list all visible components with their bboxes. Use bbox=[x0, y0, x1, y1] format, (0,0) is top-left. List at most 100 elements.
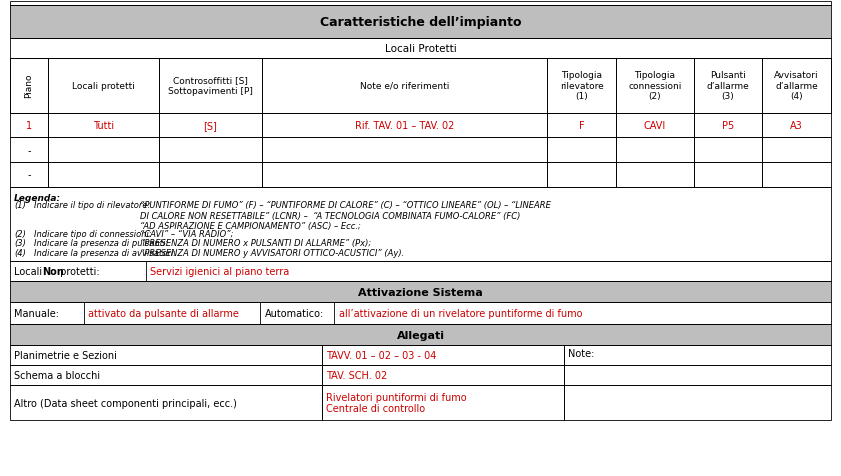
Text: Rif. TAV. 01 – TAV. 02: Rif. TAV. 01 – TAV. 02 bbox=[355, 121, 454, 130]
Bar bbox=[694, 59, 762, 113]
Text: protetti:: protetti: bbox=[57, 267, 100, 276]
Text: attivato da pulsante di allarme: attivato da pulsante di allarme bbox=[88, 308, 239, 318]
Bar bbox=[48, 113, 159, 138]
Text: “PUNTIFORME DI FUMO” (F) – “PUNTIFORME DI CALORE” (C) – “OTTICO LINEARE” (OL) – : “PUNTIFORME DI FUMO” (F) – “PUNTIFORME D… bbox=[140, 201, 552, 230]
Text: (3): (3) bbox=[14, 239, 26, 248]
Bar bbox=[616, 163, 694, 188]
Bar bbox=[10, 113, 48, 138]
Bar bbox=[762, 59, 831, 113]
Bar bbox=[762, 138, 831, 163]
Bar bbox=[10, 2, 831, 6]
Bar bbox=[10, 281, 831, 303]
Text: Locali: Locali bbox=[14, 267, 45, 276]
Bar bbox=[616, 59, 694, 113]
Text: Locali Protetti: Locali Protetti bbox=[384, 44, 457, 53]
Bar bbox=[262, 59, 547, 113]
Text: Tutti: Tutti bbox=[93, 121, 114, 130]
Bar bbox=[262, 163, 547, 188]
Bar bbox=[159, 113, 262, 138]
Bar bbox=[48, 59, 159, 113]
Bar bbox=[10, 386, 831, 420]
Bar bbox=[48, 163, 159, 188]
Text: Controsoffitti [S]
Sottopavimenti [P]: Controsoffitti [S] Sottopavimenti [P] bbox=[168, 76, 253, 96]
Bar bbox=[262, 113, 547, 138]
Text: Tipologia
rilevatore
(1): Tipologia rilevatore (1) bbox=[559, 71, 603, 101]
Text: Rivelatori puntiformi di fumo
Centrale di controllo: Rivelatori puntiformi di fumo Centrale d… bbox=[326, 392, 467, 414]
Text: Planimetrie e Sezioni: Planimetrie e Sezioni bbox=[14, 351, 117, 360]
Bar bbox=[10, 386, 831, 420]
Text: Note:: Note: bbox=[569, 348, 595, 358]
Bar bbox=[48, 138, 159, 163]
Text: Piano: Piano bbox=[24, 74, 34, 98]
Bar bbox=[159, 138, 262, 163]
Text: Indicare la presenza di pulsanti:: Indicare la presenza di pulsanti: bbox=[34, 239, 167, 248]
Bar bbox=[262, 138, 547, 163]
Bar bbox=[10, 59, 831, 113]
Bar bbox=[48, 59, 159, 113]
Text: Legenda:: Legenda: bbox=[14, 193, 61, 202]
Bar bbox=[10, 2, 831, 6]
Bar bbox=[10, 303, 831, 324]
Bar bbox=[694, 163, 762, 188]
Text: Automatico:: Automatico: bbox=[265, 308, 324, 318]
Bar bbox=[762, 113, 831, 138]
Bar bbox=[10, 59, 48, 113]
Bar bbox=[694, 138, 762, 163]
Text: Servizi igienici al piano terra: Servizi igienici al piano terra bbox=[150, 267, 289, 276]
Bar bbox=[159, 163, 262, 188]
Bar bbox=[159, 163, 262, 188]
Bar bbox=[48, 163, 159, 188]
Bar bbox=[10, 188, 831, 261]
Bar bbox=[547, 113, 616, 138]
Text: Allegati: Allegati bbox=[396, 330, 445, 340]
Bar bbox=[10, 346, 831, 366]
Bar bbox=[694, 59, 762, 113]
Bar bbox=[616, 138, 694, 163]
Bar bbox=[547, 163, 616, 188]
Text: (4): (4) bbox=[14, 248, 26, 258]
Text: Non: Non bbox=[42, 267, 64, 276]
Bar bbox=[10, 261, 831, 281]
Bar bbox=[10, 138, 48, 163]
Bar bbox=[10, 366, 831, 386]
Bar bbox=[694, 138, 762, 163]
Bar bbox=[547, 59, 616, 113]
Bar bbox=[10, 188, 831, 261]
Bar bbox=[616, 163, 694, 188]
Bar bbox=[48, 113, 159, 138]
Bar bbox=[762, 163, 831, 188]
Bar bbox=[10, 138, 48, 163]
Bar bbox=[762, 113, 831, 138]
Text: -: - bbox=[27, 146, 30, 155]
Bar bbox=[10, 39, 831, 59]
Bar bbox=[10, 324, 831, 346]
Text: A3: A3 bbox=[791, 121, 803, 130]
Bar bbox=[547, 138, 616, 163]
Bar bbox=[547, 163, 616, 188]
Bar bbox=[159, 138, 262, 163]
Bar bbox=[10, 303, 831, 324]
Bar bbox=[694, 113, 762, 138]
Bar bbox=[159, 59, 262, 113]
Text: (2): (2) bbox=[14, 229, 26, 238]
Text: TAVV. 01 – 02 – 03 - 04: TAVV. 01 – 02 – 03 - 04 bbox=[326, 351, 436, 360]
Bar bbox=[10, 261, 831, 281]
Text: Locali protetti: Locali protetti bbox=[71, 81, 135, 90]
Text: Note e/o riferimenti: Note e/o riferimenti bbox=[360, 81, 449, 90]
Bar bbox=[547, 138, 616, 163]
Text: P5: P5 bbox=[722, 121, 734, 130]
Bar bbox=[10, 163, 48, 188]
Text: Tipologia
connessioni
(2): Tipologia connessioni (2) bbox=[628, 71, 681, 101]
Bar bbox=[10, 59, 48, 113]
Bar bbox=[616, 138, 694, 163]
Bar bbox=[159, 59, 262, 113]
Text: TAV. SCH. 02: TAV. SCH. 02 bbox=[326, 371, 388, 380]
Bar bbox=[762, 163, 831, 188]
Bar bbox=[616, 113, 694, 138]
Bar bbox=[547, 59, 616, 113]
Text: Altro (Data sheet componenti principali, ecc.): Altro (Data sheet componenti principali,… bbox=[14, 398, 237, 407]
Bar bbox=[10, 366, 831, 386]
Bar bbox=[694, 113, 762, 138]
Bar bbox=[10, 39, 831, 59]
Text: -: - bbox=[27, 170, 30, 180]
